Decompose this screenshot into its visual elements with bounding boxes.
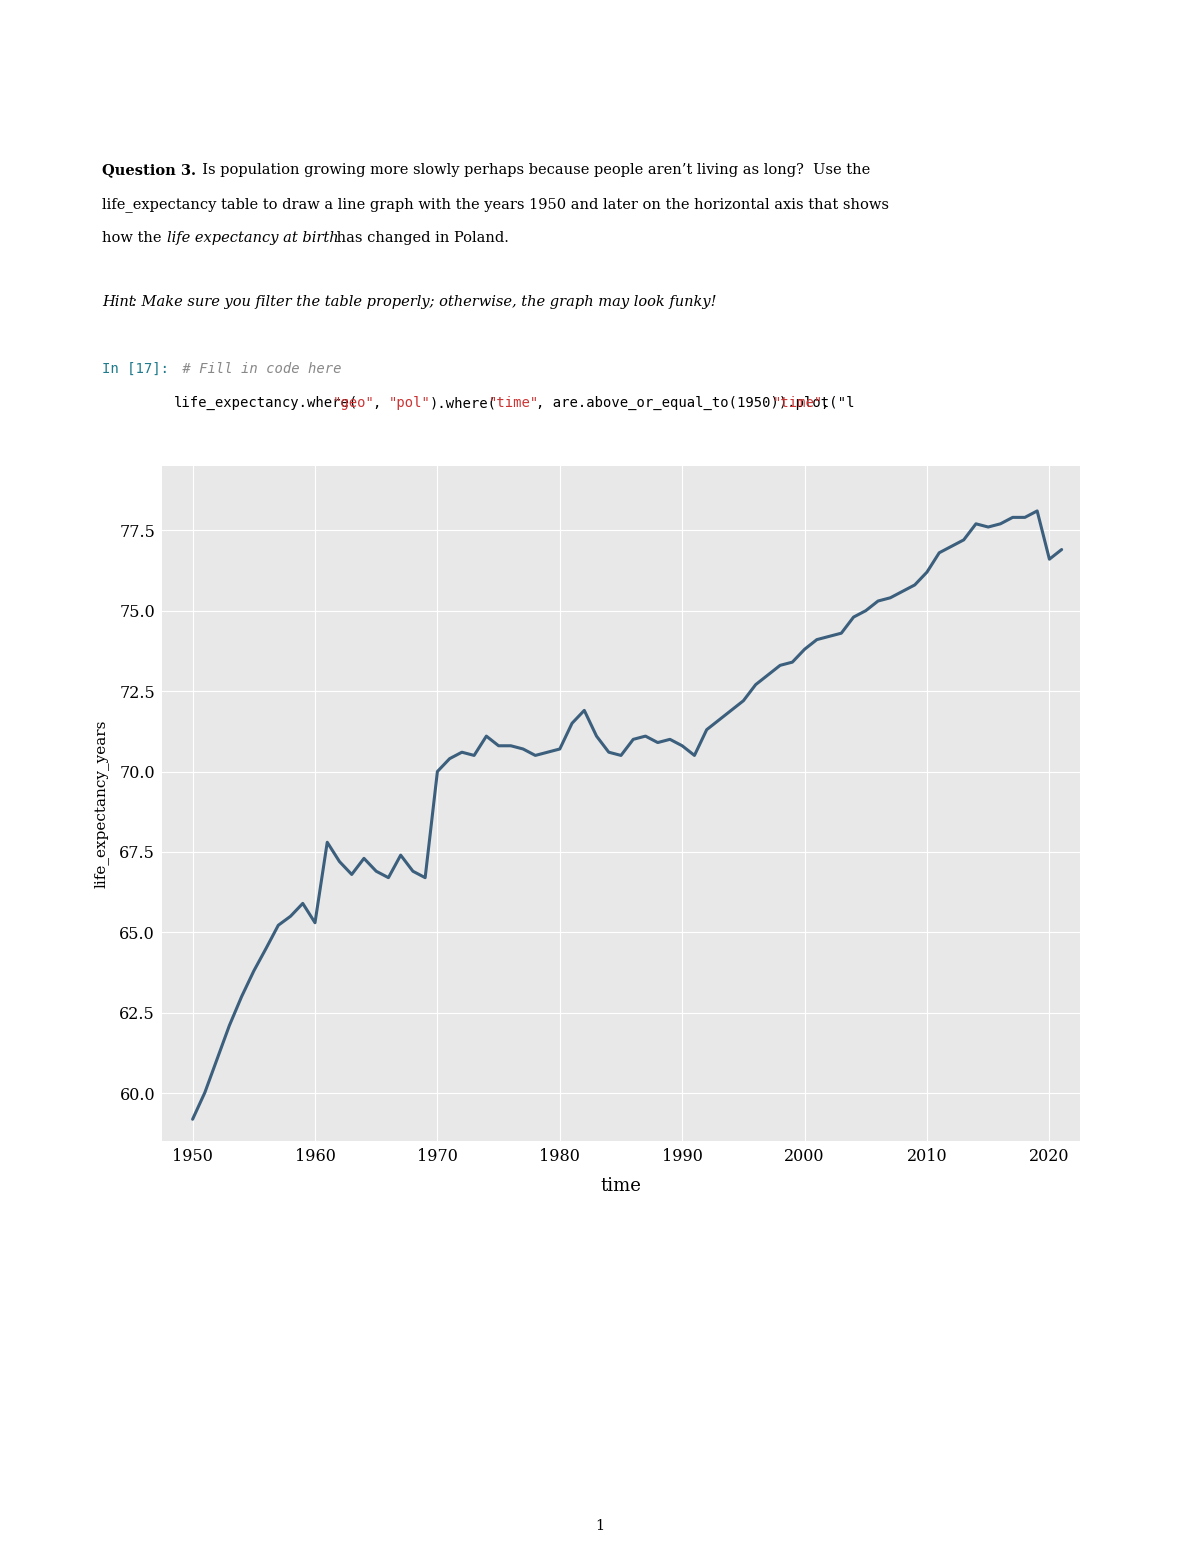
Text: life_expectancy table to draw a line graph with the years 1950 and later on the : life_expectancy table to draw a line gra… (102, 197, 889, 213)
Text: "geo": "geo" (332, 396, 374, 410)
Text: ).where(: ).where( (430, 396, 497, 410)
Text: ,: , (373, 396, 390, 410)
X-axis label: time: time (600, 1177, 642, 1194)
Text: life_expectancy.where(: life_expectancy.where( (174, 396, 359, 410)
Text: "pol": "pol" (389, 396, 431, 410)
Text: "time": "time" (488, 396, 539, 410)
Text: , "l: , "l (821, 396, 854, 410)
Text: "time": "time" (773, 396, 823, 410)
Text: # Fill in code here: # Fill in code here (174, 362, 342, 376)
Text: , are.above_or_equal_to(1950)).plot(: , are.above_or_equal_to(1950)).plot( (536, 396, 838, 410)
Text: life expectancy at birth: life expectancy at birth (167, 231, 338, 245)
Text: Is population growing more slowly perhaps because people aren’t living as long? : Is population growing more slowly perhap… (193, 163, 870, 177)
Text: Question 3.: Question 3. (102, 163, 196, 177)
Text: : Make sure you filter the table properly; otherwise, the graph may look funky!: : Make sure you filter the table properl… (132, 295, 716, 309)
Text: how the: how the (102, 231, 166, 245)
Y-axis label: life_expectancy_years: life_expectancy_years (94, 719, 108, 888)
Text: 1: 1 (595, 1519, 605, 1533)
Text: has changed in Poland.: has changed in Poland. (332, 231, 509, 245)
Text: In [17]:: In [17]: (102, 362, 169, 376)
Text: Hint: Hint (102, 295, 134, 309)
